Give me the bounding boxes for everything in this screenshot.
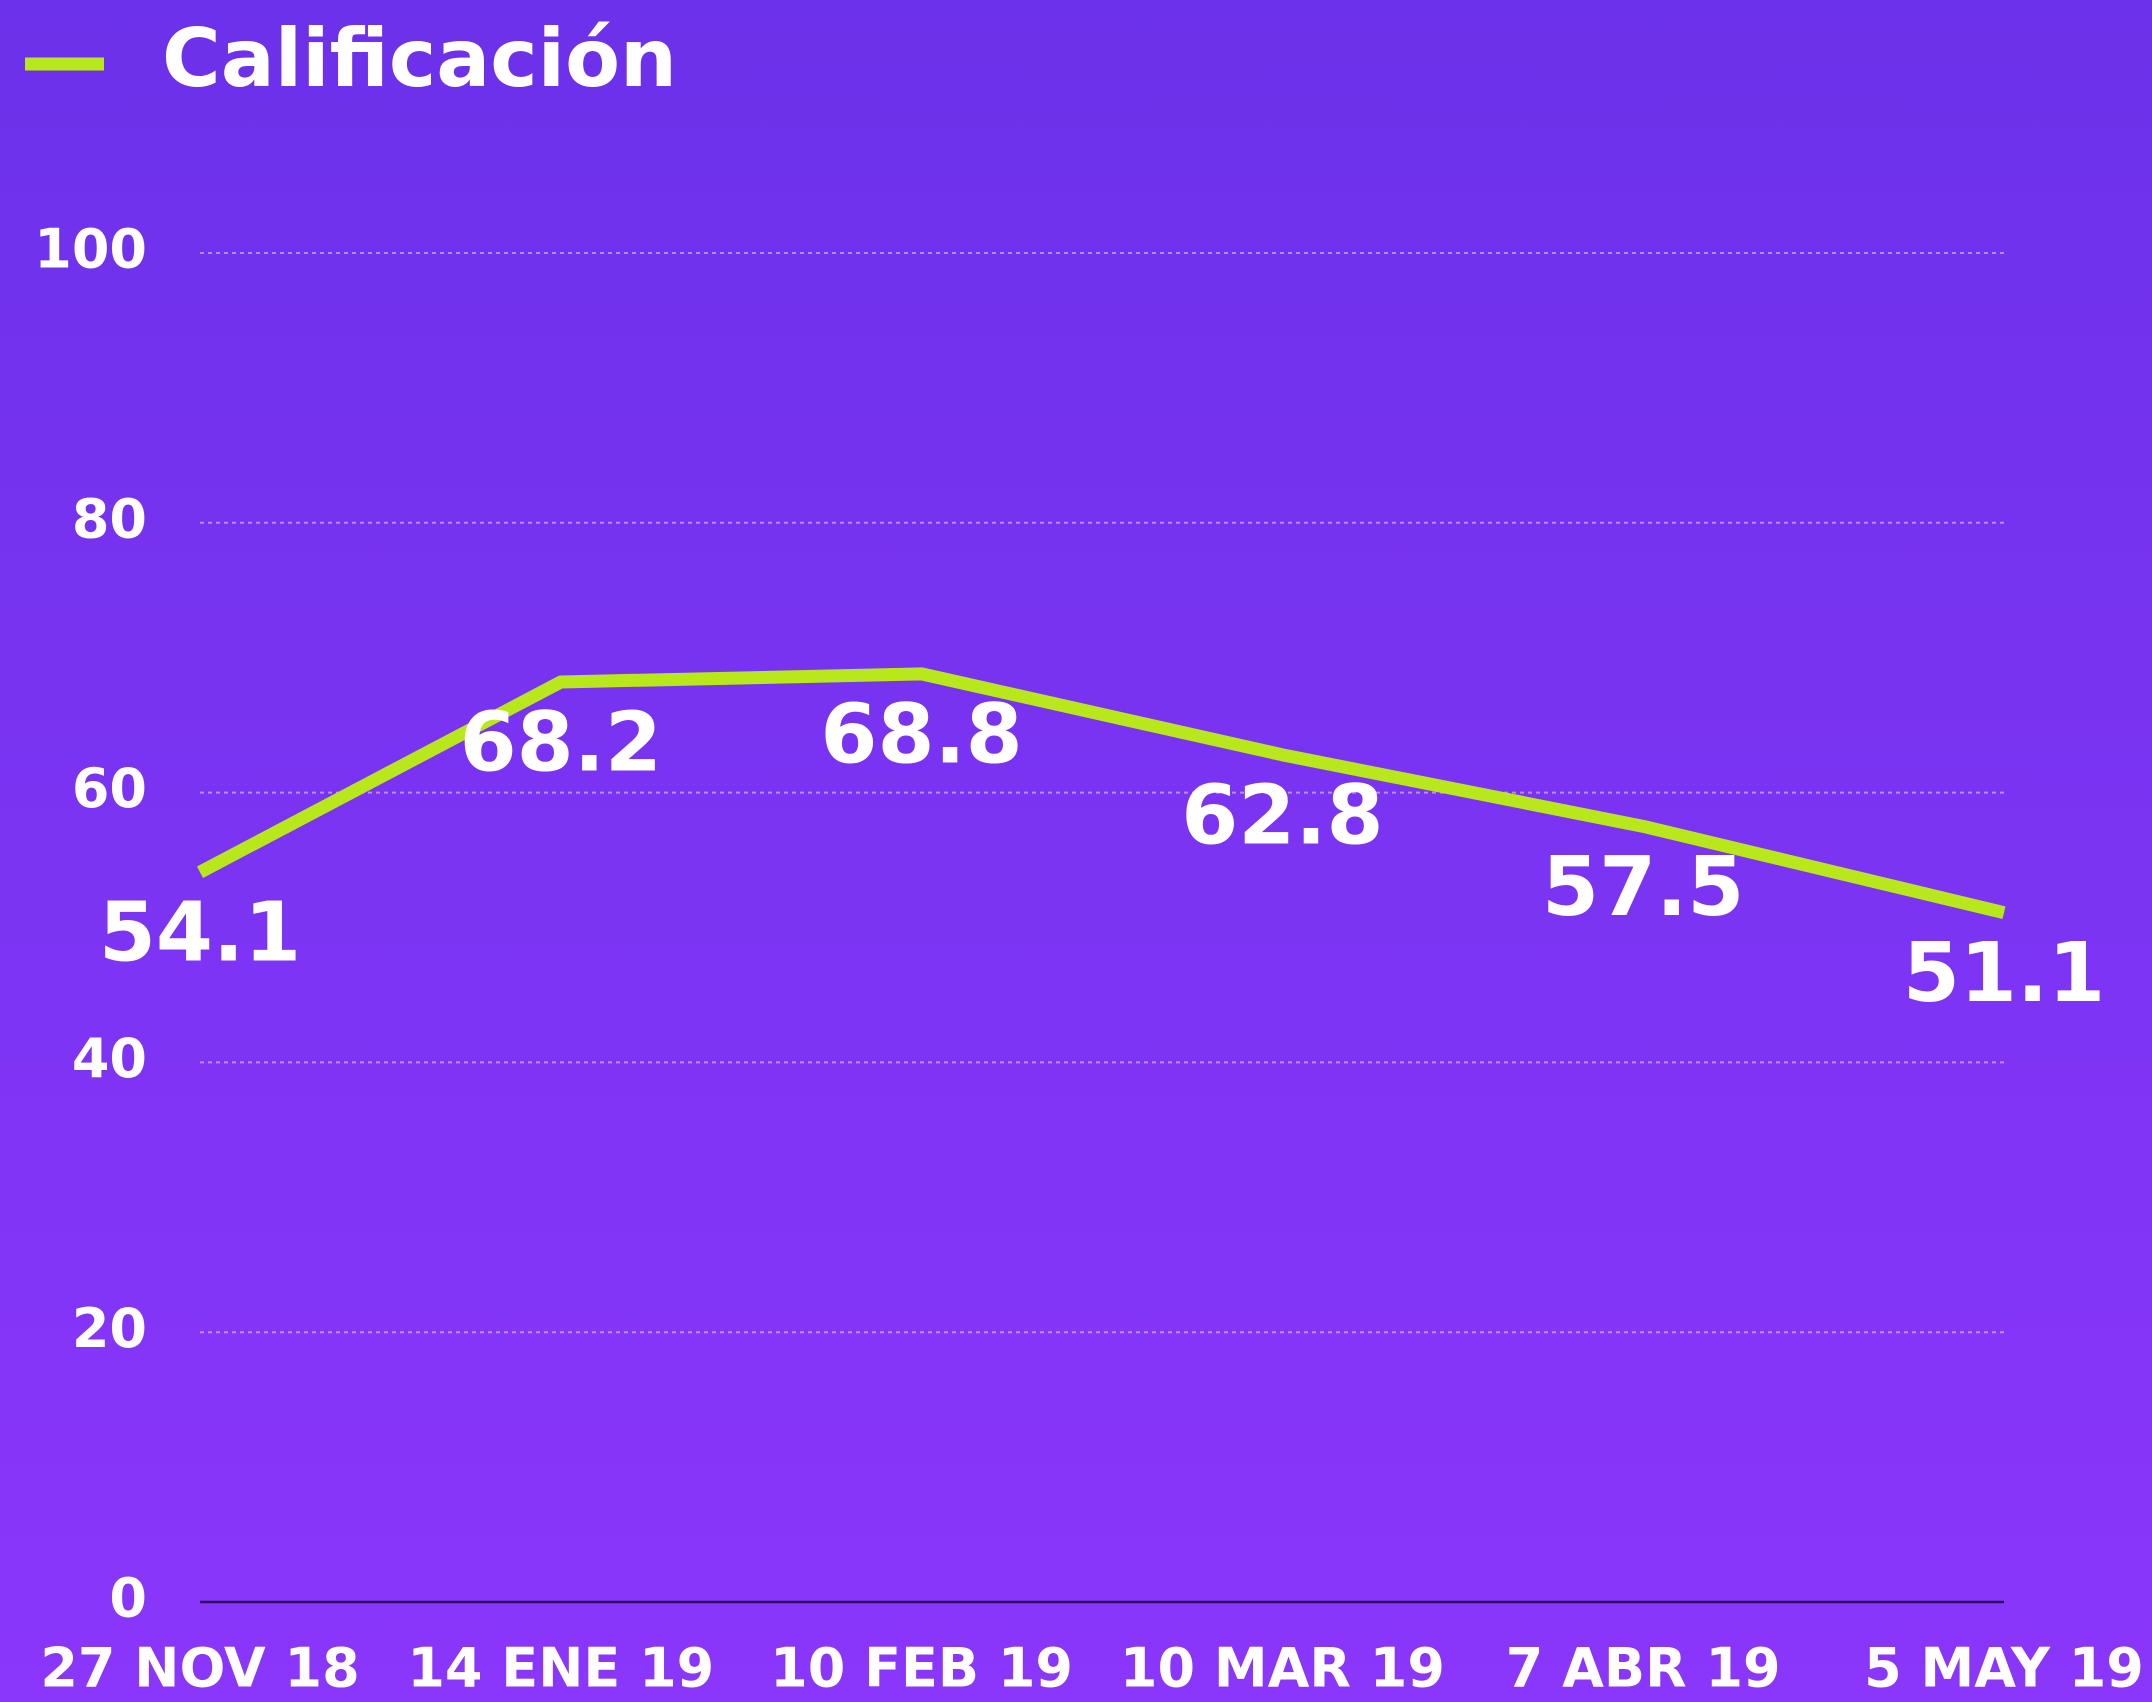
x-tick-label: 5 MAY 19 [1864,1637,2144,1700]
x-tick-label: 10 MAR 19 [1120,1637,1445,1700]
data-label: 62.8 [1181,768,1383,863]
data-label: 51.1 [1903,926,2105,1021]
data-label: 57.5 [1542,840,1744,935]
data-label: 68.2 [460,695,662,790]
data-label: 68.8 [820,687,1022,782]
legend-label: Calificación [162,12,677,105]
x-tick-label: 7 ABR 19 [1506,1637,1781,1700]
y-tick-label: 0 [109,1567,147,1630]
x-tick-label: 27 NOV 18 [40,1637,359,1700]
y-tick-label: 100 [34,218,147,281]
y-tick-label: 80 [72,487,147,550]
data-label: 54.1 [99,886,301,981]
x-tick-label: 14 ENE 19 [407,1637,714,1700]
line [196,667,2006,919]
x-tick-label: 10 FEB 19 [770,1637,1073,1700]
y-tick-label: 60 [72,757,147,820]
y-tick-label: 40 [72,1027,147,1090]
y-tick-label: 20 [72,1297,147,1360]
